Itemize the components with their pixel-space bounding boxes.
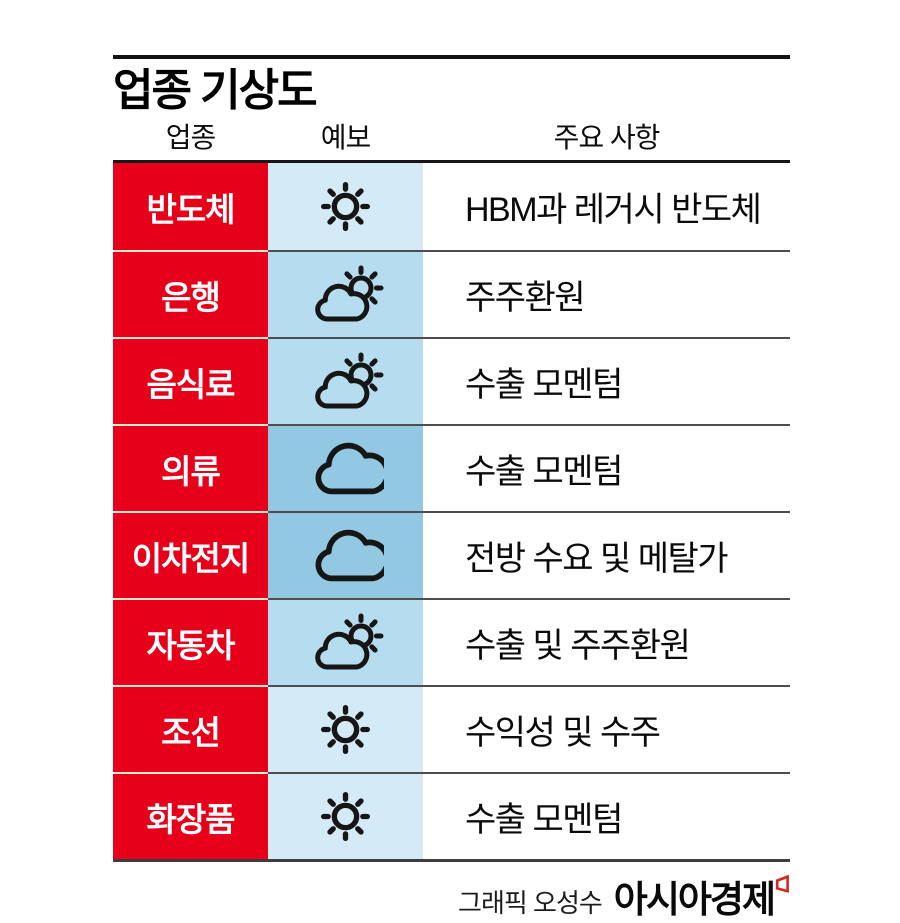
- sun-behind-cloud-icon: [314, 613, 383, 669]
- sun-icon: [321, 182, 370, 231]
- forecast-cell: [268, 598, 423, 685]
- table-row: 자동차 수출 및 주주환원: [113, 598, 790, 685]
- note-cell: 전방 수요 및 메탈가: [423, 511, 790, 598]
- brand-logo-text: 아시아경제: [613, 879, 776, 920]
- note-label: HBM과 레거시 반도체: [465, 191, 762, 229]
- top-rule: [113, 55, 790, 59]
- sun-behind-cloud-icon: [314, 352, 383, 408]
- industry-label: 음식료: [146, 365, 235, 403]
- sun-icon: [321, 792, 370, 841]
- table-row: 의류 수출 모멘텀: [113, 424, 790, 511]
- industry-cell: 의류: [113, 424, 268, 511]
- forecast-cell: [268, 511, 423, 598]
- note-label: 수출 모멘텀: [465, 366, 623, 404]
- note-label: 전방 수요 및 메탈가: [465, 540, 729, 578]
- forecast-cell: [268, 685, 423, 772]
- industry-cell: 화장품: [113, 772, 268, 859]
- weather-table-body: 반도체 HBM과 레거시 반도체 은행: [113, 163, 790, 862]
- note-label: 수출 모멘텀: [465, 801, 623, 839]
- industry-label: 이차전지: [131, 539, 250, 577]
- column-header-industry: 업종: [165, 122, 217, 153]
- forecast-cell: [268, 424, 423, 511]
- industry-cell: 은행: [113, 250, 268, 337]
- page-title: 업종 기상도: [113, 66, 318, 115]
- note-label: 수익성 및 수주: [465, 714, 661, 752]
- industry-label: 조선: [161, 713, 221, 751]
- forecast-cell: [268, 772, 423, 859]
- cloud-icon: [315, 442, 384, 494]
- column-header-forecast: 예보: [320, 122, 372, 153]
- note-cell: 수출 모멘텀: [423, 337, 790, 424]
- table-row: 은행 주주환원: [113, 250, 790, 337]
- industry-label: 화장품: [146, 800, 235, 838]
- note-label: 수출 및 주주환원: [465, 627, 691, 665]
- industry-cell: 반도체: [113, 163, 268, 250]
- industry-weather-chart: 업종 기상도 업종 예보 주요 사항 반도체 HBM과 레거시 반도체 은행: [113, 55, 790, 862]
- note-cell: 수출 및 주주환원: [423, 598, 790, 685]
- industry-cell: 음식료: [113, 337, 268, 424]
- table-row: 화장품 수출 모멘텀: [113, 772, 790, 859]
- industry-label: 은행: [161, 278, 221, 316]
- industry-cell: 이차전지: [113, 511, 268, 598]
- footer-credit-line: 그래픽 오성수 아시아경제: [113, 869, 790, 923]
- column-header-notes: 주요 사항: [553, 122, 661, 153]
- sun-behind-cloud-icon: [314, 265, 383, 321]
- forecast-cell: [268, 337, 423, 424]
- forecast-cell: [268, 250, 423, 337]
- note-cell: 주주환원: [423, 250, 790, 337]
- sun-icon: [321, 705, 370, 754]
- note-label: 주주환원: [465, 279, 586, 317]
- brand-logo-mark-icon: [775, 874, 790, 899]
- industry-label: 자동차: [146, 626, 235, 664]
- industry-label: 의류: [161, 452, 221, 490]
- table-row: 이차전지 전방 수요 및 메탈가: [113, 511, 790, 598]
- note-label: 수출 모멘텀: [465, 453, 623, 491]
- forecast-cell: [268, 163, 423, 250]
- note-cell: 수출 모멘텀: [423, 772, 790, 859]
- note-cell: 수익성 및 수주: [423, 685, 790, 772]
- industry-label: 반도체: [146, 190, 235, 228]
- cloud-icon: [315, 529, 384, 581]
- table-header-row: 업종 예보 주요 사항: [113, 116, 790, 163]
- table-row: 음식료 수출 모멘텀: [113, 337, 790, 424]
- note-cell: 수출 모멘텀: [423, 424, 790, 511]
- table-row: 조선 수익성 및 수주: [113, 685, 790, 772]
- graphic-credit: 그래픽 오성수: [458, 888, 603, 918]
- industry-cell: 조선: [113, 685, 268, 772]
- table-row: 반도체 HBM과 레거시 반도체: [113, 163, 790, 250]
- industry-cell: 자동차: [113, 598, 268, 685]
- note-cell: HBM과 레거시 반도체: [423, 163, 790, 250]
